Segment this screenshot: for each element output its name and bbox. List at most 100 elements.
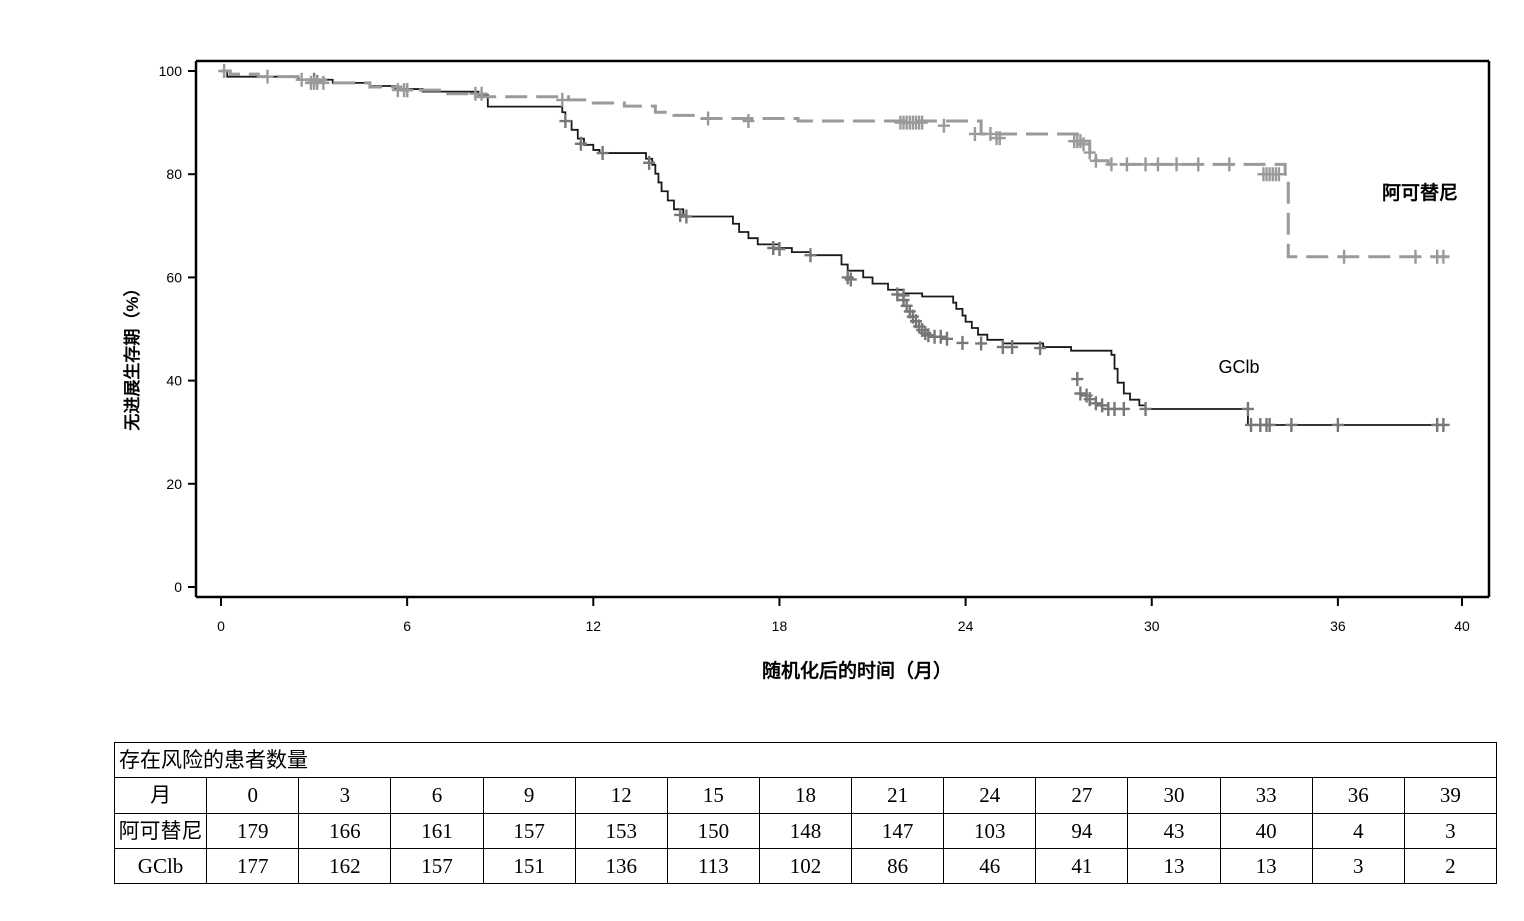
risk-cell: 161 — [390, 812, 484, 849]
censor-mark — [643, 155, 656, 170]
censor-mark — [218, 64, 231, 78]
censor-mark — [1170, 157, 1183, 172]
censor-mark — [596, 146, 609, 161]
risk-month: 33 — [1219, 777, 1313, 814]
censor-mark — [401, 83, 414, 98]
risk-month: 12 — [574, 777, 668, 814]
risk-month: 39 — [1403, 777, 1498, 814]
risk-cell: 179 — [206, 812, 300, 849]
censor-mark — [1331, 417, 1344, 432]
censor-mark — [702, 111, 715, 126]
censor-mark — [574, 136, 587, 151]
censor-mark — [916, 115, 929, 130]
series-line-acalabrutinib — [221, 69, 1450, 259]
censor-mark — [956, 335, 969, 350]
y-tick-label: 100 — [159, 63, 183, 79]
x-axis: 0 6 12 18 24 30 36 40 — [217, 597, 1470, 634]
censor-mark — [1139, 157, 1152, 172]
censor-mark — [1437, 417, 1450, 432]
risk-table-header-row: 月 0 3 6 9 12 15 18 21 24 27 30 33 36 39 — [113, 777, 1498, 814]
risk-row-acalabrutinib: 阿可替尼 179 166 161 157 153 150 148 147 103… — [113, 812, 1498, 849]
censor-mark — [742, 114, 755, 129]
censor-mark — [1338, 249, 1351, 264]
censor-mark — [475, 86, 488, 101]
censor-mark — [922, 328, 935, 343]
censor-mark — [844, 272, 857, 287]
series-layer — [218, 64, 1450, 432]
risk-cell: 157 — [390, 847, 484, 885]
censor-mark — [1285, 417, 1298, 432]
y-tick-label: 80 — [166, 166, 182, 182]
risk-cell: 102 — [758, 847, 853, 885]
risk-month: 15 — [666, 777, 760, 814]
series-line-gclb — [221, 70, 1450, 426]
censor-mark — [934, 329, 947, 344]
censor-mark — [1074, 386, 1087, 401]
censor-mark — [975, 336, 988, 351]
risk-cell: 41 — [1035, 847, 1129, 885]
risk-cell: 148 — [758, 812, 853, 849]
x-tick-label: 0 — [217, 618, 225, 634]
censor-mark — [559, 114, 572, 129]
annotation-gclb: GClb — [1218, 357, 1259, 377]
censor-mark — [556, 92, 569, 107]
series-acalabrutinib — [218, 64, 1450, 264]
risk-row-label: GClb — [113, 847, 208, 885]
risk-cell: 2 — [1403, 847, 1498, 885]
censor-mark — [1151, 157, 1164, 172]
risk-cell: 113 — [666, 847, 760, 885]
censor-mark — [1089, 153, 1102, 168]
risk-month: 9 — [482, 777, 576, 814]
risk-row-gclb: GClb 177 162 157 151 136 113 102 86 46 4… — [113, 847, 1498, 885]
risk-cell: 157 — [482, 812, 576, 849]
censor-mark — [1223, 157, 1236, 172]
censor-mark — [1105, 157, 1118, 172]
censor-mark — [984, 126, 997, 141]
x-tick-label: 40 — [1454, 618, 1470, 634]
risk-cell: 46 — [943, 847, 1037, 885]
censor-mark — [804, 248, 817, 263]
risk-month: 27 — [1035, 777, 1129, 814]
risk-cell: 4 — [1311, 812, 1405, 849]
x-tick-label: 6 — [403, 618, 411, 634]
risk-cell: 153 — [574, 812, 668, 849]
risk-month: 3 — [298, 777, 392, 814]
censor-mark — [993, 131, 1006, 146]
censor-mark — [295, 72, 308, 87]
censor-mark — [1096, 398, 1109, 413]
risk-cell: 150 — [666, 812, 760, 849]
censor-mark — [1409, 249, 1422, 264]
x-tick-label: 18 — [772, 618, 788, 634]
plot-frame — [194, 59, 1491, 599]
censor-mark — [940, 331, 953, 346]
risk-cell: 3 — [1403, 812, 1498, 849]
censor-mark — [261, 69, 274, 84]
annotation-acalabrutinib: 阿可替尼 — [1382, 181, 1458, 204]
risk-cell: 43 — [1127, 812, 1221, 849]
censor-mark — [1272, 167, 1285, 182]
risk-month: 18 — [758, 777, 853, 814]
risk-table-title-row: 存在风险的患者数量 — [114, 741, 1497, 779]
censor-mark — [1192, 157, 1205, 172]
censor-mark — [1263, 417, 1276, 432]
risk-month: 30 — [1127, 777, 1221, 814]
censor-mark — [937, 118, 950, 133]
risk-month: 21 — [850, 777, 945, 814]
x-tick-label: 36 — [1330, 618, 1346, 634]
risk-month: 36 — [1311, 777, 1405, 814]
censor-mark — [1083, 145, 1096, 160]
censor-mark — [680, 209, 693, 224]
y-axis: 0 20 40 60 80 100 — [159, 63, 196, 595]
risk-cell: 166 — [298, 812, 392, 849]
risk-cell: 3 — [1311, 847, 1405, 885]
x-tick-label: 12 — [586, 618, 602, 634]
censor-mark — [1034, 341, 1047, 356]
x-axis-label: 随机化后的时间（月） — [762, 659, 952, 682]
censor-mark — [1083, 392, 1096, 407]
risk-cell: 136 — [574, 847, 668, 885]
risk-month: 24 — [943, 777, 1037, 814]
censor-mark — [1117, 401, 1130, 416]
risk-cell: 40 — [1219, 812, 1313, 849]
y-tick-label: 40 — [166, 373, 182, 389]
censor-mark — [1071, 372, 1084, 387]
